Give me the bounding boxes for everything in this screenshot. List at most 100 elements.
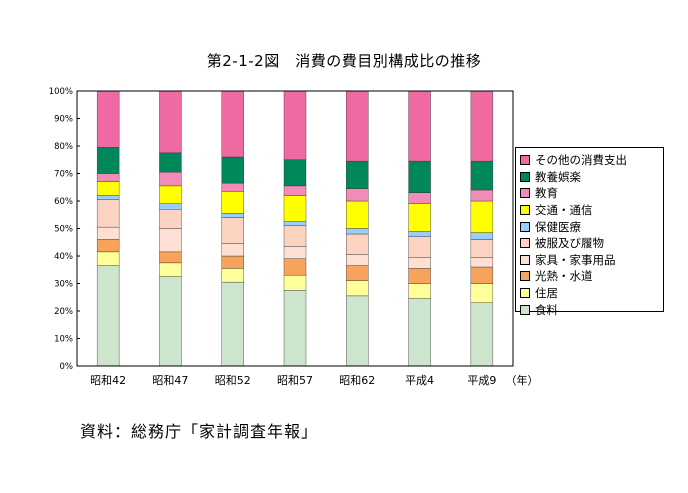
bar-segment: [96, 195, 120, 200]
y-tick-label: 80%: [54, 142, 73, 152]
bar-segment: [96, 199, 120, 228]
bar-segment: [221, 268, 244, 283]
bar-segment: [470, 189, 494, 202]
legend-swatch: [520, 288, 530, 299]
bar-segment: [283, 258, 307, 276]
bar-segment: [346, 265, 369, 281]
bar-segment: [346, 90, 369, 162]
y-tick-label: 70%: [54, 170, 73, 180]
y-tick-label: 30%: [54, 280, 73, 290]
x-tick-label: 平成9: [467, 374, 496, 387]
bar-segment: [159, 90, 182, 154]
x-tick-label: 昭和47: [152, 374, 188, 387]
y-tick-label: 40%: [54, 252, 73, 262]
legend-label: 教育: [535, 186, 558, 201]
x-axis-unit: （年）: [506, 373, 539, 387]
legend: その他の消費支出 教養娯楽 教育 交通・通信 保健医療 被服及び履物 家具・家事用品 光熱・水…: [515, 147, 664, 317]
bar-segment: [159, 228, 182, 253]
legend-swatch: [520, 271, 530, 282]
legend-swatch: [520, 188, 530, 199]
y-tick-label: 10%: [54, 335, 73, 345]
bar-segment: [96, 251, 120, 266]
bar-segment: [96, 90, 120, 148]
bar-segment: [221, 90, 244, 158]
legend-swatch: [520, 304, 530, 315]
bar-segment: [283, 195, 307, 222]
legend-item: その他の消費支出: [520, 152, 663, 169]
bar-segment: [283, 221, 307, 226]
legend-swatch: [520, 205, 530, 216]
legend-item: 光熱・水道: [520, 268, 663, 285]
y-tick-label: 60%: [54, 197, 73, 207]
bar-segment: [408, 90, 431, 162]
bar-segment: [159, 262, 182, 277]
legend-swatch: [520, 254, 530, 265]
y-tick-label: 90%: [54, 115, 73, 125]
x-tick-label: 昭和52: [215, 374, 251, 387]
bar-segment: [470, 302, 494, 367]
bar-segment: [96, 226, 120, 240]
x-tick-label: 昭和57: [277, 374, 313, 387]
legend-swatch: [520, 221, 530, 232]
bar-segment: [346, 228, 369, 235]
x-tick-label: 昭和42: [90, 374, 126, 387]
bar-segment: [408, 231, 431, 237]
bar-segment: [408, 268, 431, 284]
legend-swatch: [520, 155, 530, 166]
bar-segment: [159, 276, 182, 367]
bar-segment: [346, 295, 369, 367]
bar-segment: [159, 209, 182, 229]
x-tick-label: 昭和62: [339, 374, 375, 387]
y-tick-label: 100%: [49, 87, 73, 97]
bar-segment: [283, 90, 307, 160]
legend-item: 教養娯楽: [520, 169, 663, 186]
bar-segment: [221, 213, 244, 218]
bar-segment: [283, 225, 307, 247]
bar-segment: [470, 90, 494, 162]
bar-segment: [221, 281, 244, 367]
y-tick-label: 50%: [54, 225, 73, 235]
bar-segment: [470, 200, 494, 233]
bar-segment: [159, 152, 182, 173]
bar-segment: [346, 160, 369, 189]
bar-segment: [408, 298, 431, 367]
x-tick-label: 平成4: [405, 374, 434, 387]
legend-label: 保健医療: [535, 219, 581, 234]
bar-segment: [96, 239, 120, 253]
bar-segment: [96, 173, 120, 182]
bar-segment: [221, 191, 244, 214]
bar-segment: [159, 185, 182, 204]
legend-swatch: [520, 171, 530, 182]
chart-title: 第2-1-2図 消費の費目別構成比の推移: [206, 52, 482, 70]
y-tick-label: 20%: [54, 307, 73, 317]
bar-segment: [159, 251, 182, 264]
bar-segment: [470, 160, 494, 191]
source-note: 資料：総務庁「家計調査年報」: [80, 422, 319, 441]
bar-segment: [96, 147, 120, 174]
legend-label: 被服及び履物: [535, 236, 604, 251]
bar-segment: [221, 182, 244, 192]
bar-segment: [408, 192, 431, 204]
legend-label: 交通・通信: [535, 203, 593, 218]
bar-segment: [283, 246, 307, 259]
bar-segment: [283, 275, 307, 291]
bar-segment: [96, 181, 120, 196]
bar-segment: [408, 236, 431, 258]
bar-segment: [221, 156, 244, 184]
legend-label: その他の消費支出: [535, 153, 627, 168]
legend-label: 食料: [535, 302, 558, 317]
bar-segment: [159, 203, 182, 210]
bar-segment: [408, 283, 431, 299]
legend-swatch: [520, 238, 530, 249]
legend-item: 交通・通信: [520, 202, 663, 219]
bar-segment: [346, 200, 369, 229]
bar-segment: [408, 257, 431, 269]
y-tick-label: 0%: [60, 362, 74, 372]
bar-segment: [159, 171, 182, 187]
legend-item: 住居: [520, 285, 663, 302]
bar-segment: [221, 255, 244, 269]
legend-label: 光熱・水道: [535, 269, 593, 284]
bar-segment: [283, 185, 307, 196]
bar-segment: [96, 265, 120, 367]
